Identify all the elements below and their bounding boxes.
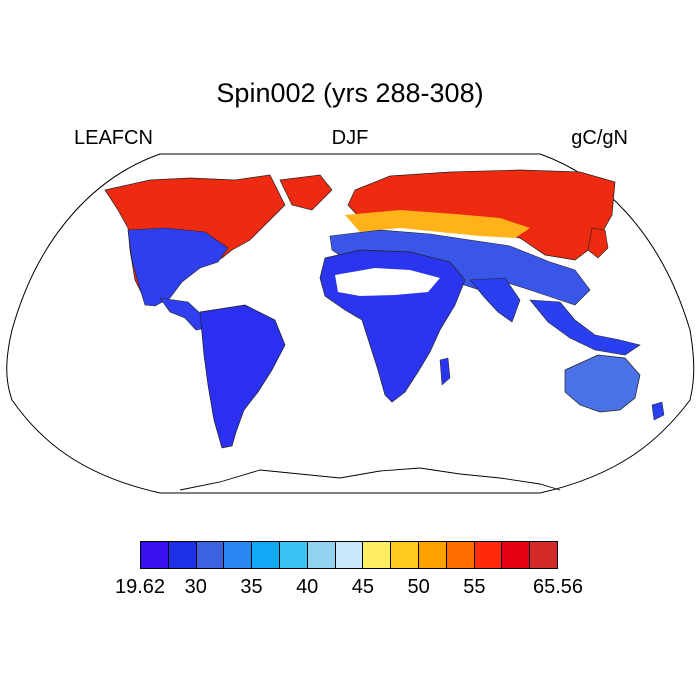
australia [564, 354, 641, 413]
colorbar-swatch [502, 542, 531, 568]
colorbar-swatch [307, 542, 336, 568]
colorbar-tick-label: 55 [463, 576, 486, 598]
colorbar-swatch [279, 542, 308, 568]
colorbar-swatch [446, 542, 475, 568]
map-title: Spin002 (yrs 288-308) [216, 78, 484, 108]
units-label: gC/gN [571, 127, 628, 149]
colorbar-swatch [252, 542, 280, 568]
new-zealand [651, 401, 665, 421]
colorbar-swatch [168, 542, 197, 568]
south-asia [469, 277, 521, 323]
colorbar-swatch [530, 542, 557, 568]
colorbar-swatch [335, 542, 364, 568]
colorbar-swatch [196, 542, 225, 568]
season-label: DJF [331, 127, 369, 149]
variable-label: LEAFCN [74, 127, 153, 149]
colorbar-swatch [474, 542, 503, 568]
south-america [199, 304, 286, 449]
colorbar-swatch [141, 542, 169, 568]
colorbar-tick-label: 30 [184, 576, 207, 598]
colorbar-tick-label: 40 [296, 576, 319, 598]
colorbar-swatch [418, 542, 447, 568]
colorbar-tick-label: 50 [407, 576, 430, 598]
colorbar-swatch [224, 542, 253, 568]
map-frame [6, 153, 695, 494]
colorbar-swatch [391, 542, 419, 568]
colorbar-tick-label: 45 [351, 576, 375, 598]
madagascar [439, 357, 451, 386]
europe-mid [345, 210, 530, 238]
greenland [279, 174, 333, 211]
southeast-asia [529, 299, 641, 356]
north-america-south [127, 227, 229, 307]
japan [587, 227, 609, 259]
colorbar-tick-label: 35 [240, 576, 263, 598]
colorbar-tick-label: 65.56 [532, 576, 584, 598]
colorbar [140, 541, 558, 569]
sahara-gap [335, 268, 440, 296]
central-america [159, 297, 207, 331]
colorbar-tick-label: 19.62 [114, 576, 166, 598]
antarctica [179, 467, 561, 491]
colorbar-swatch [363, 542, 392, 568]
